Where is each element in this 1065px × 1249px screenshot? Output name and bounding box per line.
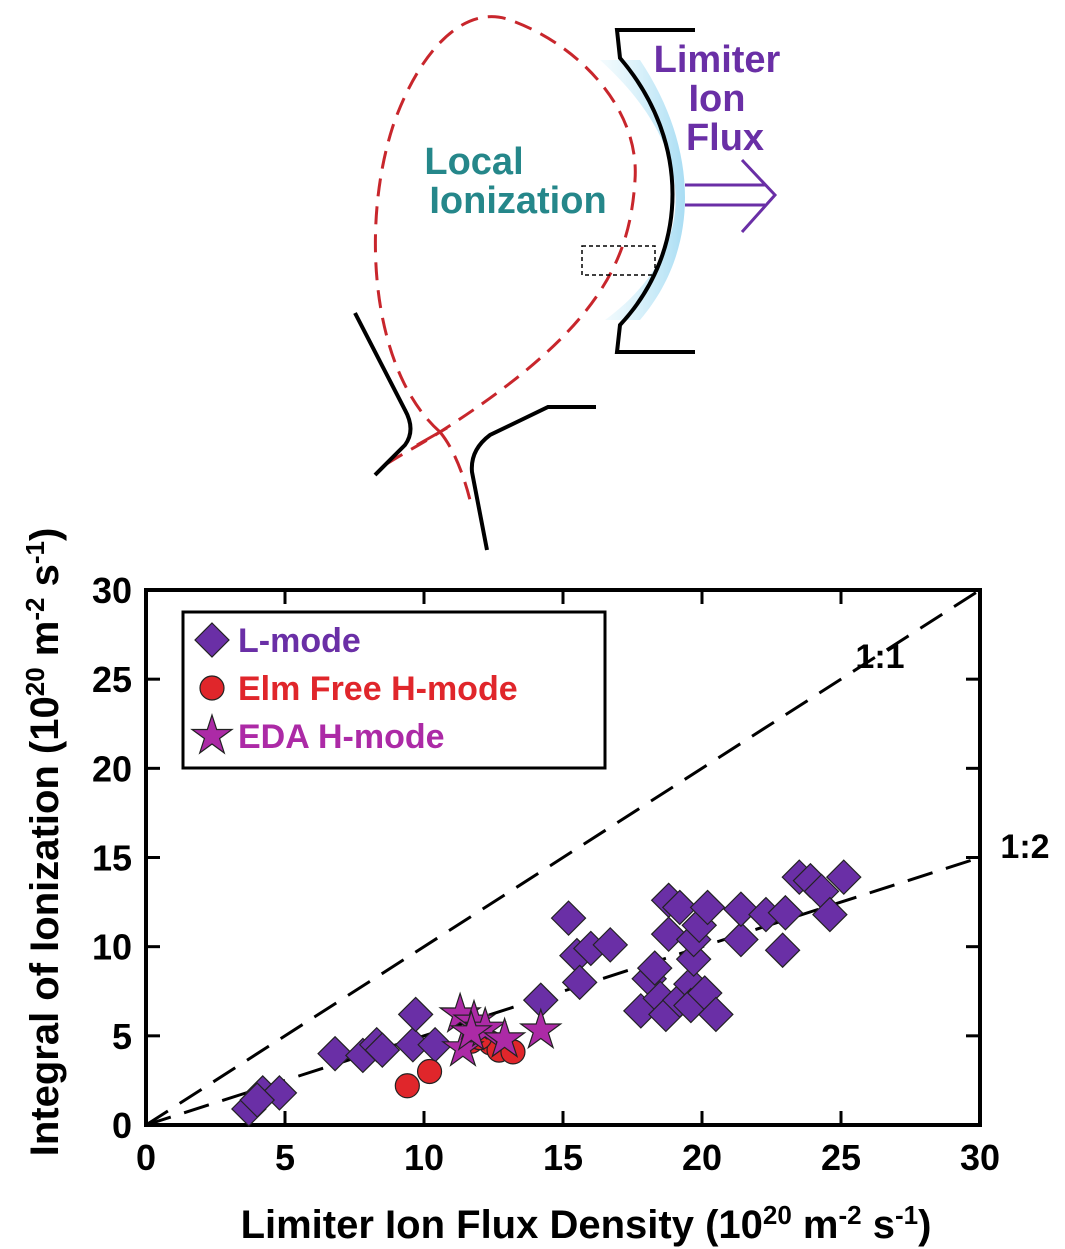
star-marker	[449, 1009, 494, 1051]
diamond-marker	[767, 894, 804, 931]
circle-marker	[394, 1073, 420, 1099]
reference-line	[145, 588, 981, 1127]
divertor-left	[353, 312, 413, 477]
limiter	[614, 28, 695, 354]
diamond-marker	[825, 859, 862, 895]
y-tick-label: 0	[112, 1105, 132, 1146]
label-part: m	[792, 1203, 839, 1247]
diamond-marker	[239, 1082, 276, 1118]
probe-box	[581, 245, 656, 276]
superscript: -1	[895, 1200, 918, 1230]
label-line: Limiter	[654, 39, 781, 81]
label-line: Ionization	[429, 180, 606, 222]
diagram: Limiter Ion Flux Local Ionization	[353, 15, 781, 551]
separatrix	[373, 15, 637, 501]
diamond-marker	[812, 896, 848, 933]
chart: 1:1 1:2 0 5 10 15 20 25 30 0 5 10 15 20 25 30 Limiter Io…	[20, 528, 1050, 1247]
diamond-marker	[397, 996, 434, 1033]
x-tick-label: 5	[275, 1137, 295, 1178]
y-tick-label: 20	[92, 748, 132, 789]
diamond-marker	[661, 889, 698, 926]
y-tick-label: 15	[92, 838, 132, 879]
circle-marker	[199, 675, 225, 701]
x-tick-label: 0	[136, 1137, 156, 1178]
diamond-marker	[364, 1032, 401, 1068]
label-part: s	[862, 1203, 895, 1247]
reference-label: 1:1	[855, 638, 904, 676]
superscript: 20	[763, 1200, 792, 1230]
diamond-marker	[636, 950, 673, 986]
y-label: Integral of Ionization (1020 m-2 s-1)	[20, 528, 67, 1157]
label-line: Flux	[686, 117, 764, 159]
superscript: -2	[20, 598, 50, 621]
diamond-marker	[723, 921, 759, 958]
diamond-marker	[764, 932, 801, 969]
label-part: )	[23, 528, 67, 541]
x-point	[416, 426, 448, 447]
label-line: Local	[424, 141, 523, 183]
superscript: -1	[20, 541, 50, 564]
label-part: m	[23, 621, 67, 668]
y-tick-label: 10	[92, 927, 132, 968]
x-tick-label: 30	[960, 1137, 1000, 1178]
flux-arrow	[685, 158, 778, 233]
divertor-right	[469, 405, 596, 551]
diamond-marker	[550, 900, 587, 936]
star-marker	[190, 713, 234, 755]
legend-box	[181, 610, 607, 770]
star-marker	[518, 1007, 563, 1050]
superscript: -2	[839, 1200, 862, 1230]
diamond-marker	[317, 1035, 353, 1072]
x-tick-label: 15	[543, 1137, 583, 1178]
legend-label: L-mode	[238, 622, 361, 660]
x-label: Limiter Ion Flux Density (1020 m-2 s-1)	[241, 1200, 932, 1247]
label-line: Ion	[689, 78, 746, 120]
diamond-marker	[698, 996, 734, 1033]
label-part: Limiter Ion Flux Density (10	[241, 1203, 763, 1247]
diamond-marker	[675, 941, 712, 977]
y-tick-label: 30	[92, 570, 132, 611]
label-part: s	[23, 564, 67, 597]
x-tick-label: 20	[682, 1137, 722, 1178]
diamond-marker	[194, 622, 230, 658]
star-marker	[482, 1016, 527, 1058]
x-tick-label: 10	[404, 1137, 444, 1178]
limiter-label: Limiter Ion Flux	[654, 39, 781, 159]
legend-label: Elm Free H-mode	[238, 670, 518, 708]
reference-line	[145, 856, 981, 1127]
y-tick-label: 25	[92, 659, 132, 700]
label-part: Integral of Ionization (10	[23, 696, 67, 1156]
y-tick-label: 5	[112, 1016, 132, 1057]
diamond-marker	[723, 891, 759, 928]
circle-marker	[416, 1058, 443, 1085]
diamond-marker	[689, 889, 726, 926]
label-part: )	[918, 1203, 931, 1247]
reference-label: 1:2	[1000, 828, 1049, 866]
superscript: 20	[20, 667, 50, 696]
diamond-marker	[561, 964, 598, 1001]
ionization-label: Local Ionization	[424, 141, 606, 222]
diamond-marker	[592, 927, 629, 963]
series	[438, 991, 563, 1067]
legend-label: EDA H-mode	[238, 718, 445, 756]
x-tick-label: 25	[821, 1137, 861, 1178]
series	[231, 859, 862, 1127]
diamond-marker	[650, 916, 687, 953]
